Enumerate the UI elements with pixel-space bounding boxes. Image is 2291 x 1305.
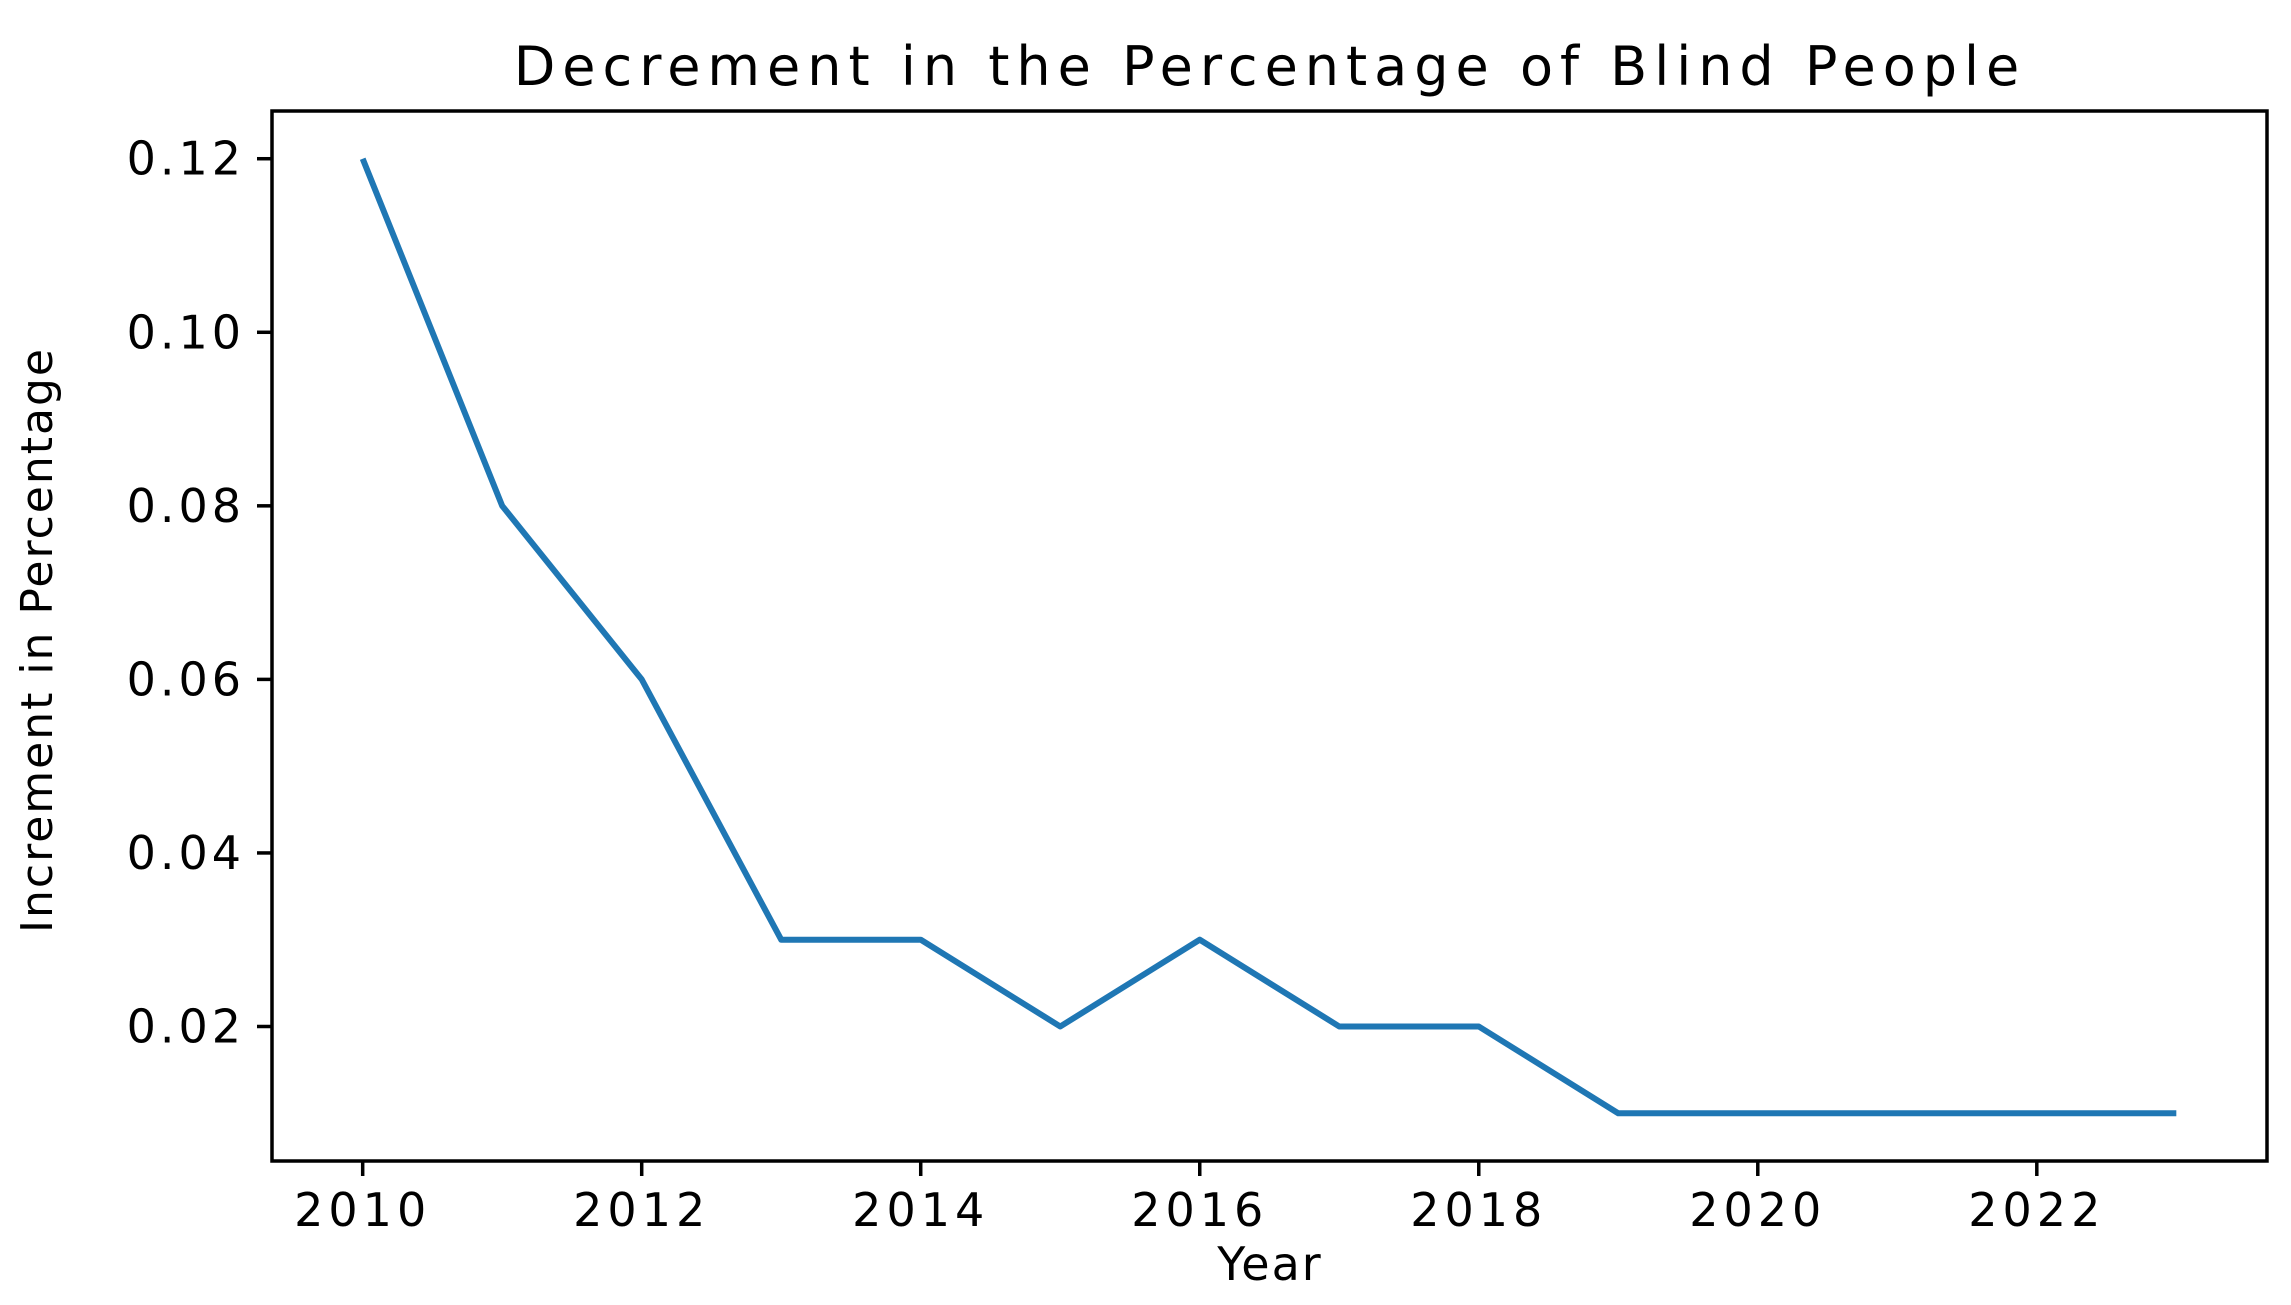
y-axis-label: Increment in Percentage <box>12 347 63 933</box>
y-tick-label: 0.04 <box>127 826 245 880</box>
y-tick-label: 0.02 <box>127 999 245 1053</box>
x-tick-label: 2012 <box>573 1183 710 1237</box>
data-line <box>359 157 2177 1117</box>
x-tick-label: 2010 <box>294 1183 431 1237</box>
x-tick-label: 2022 <box>1968 1183 2105 1237</box>
y-tick-label: 0.06 <box>127 652 245 706</box>
x-tick-label: 2020 <box>1689 1183 1826 1237</box>
x-axis-label: Year <box>1216 1237 1322 1291</box>
y-tick-label: 0.10 <box>127 305 245 359</box>
x-tick-label: 2018 <box>1410 1183 1547 1237</box>
y-tick-label: 0.12 <box>127 132 245 186</box>
x-tick-label: 2016 <box>1131 1183 1268 1237</box>
chart-title: Decrement in the Percentage of Blind Peo… <box>514 35 2027 98</box>
axes-frame <box>270 109 2269 1163</box>
x-tick-label: 2014 <box>852 1183 989 1237</box>
y-tick-label: 0.08 <box>127 479 245 533</box>
